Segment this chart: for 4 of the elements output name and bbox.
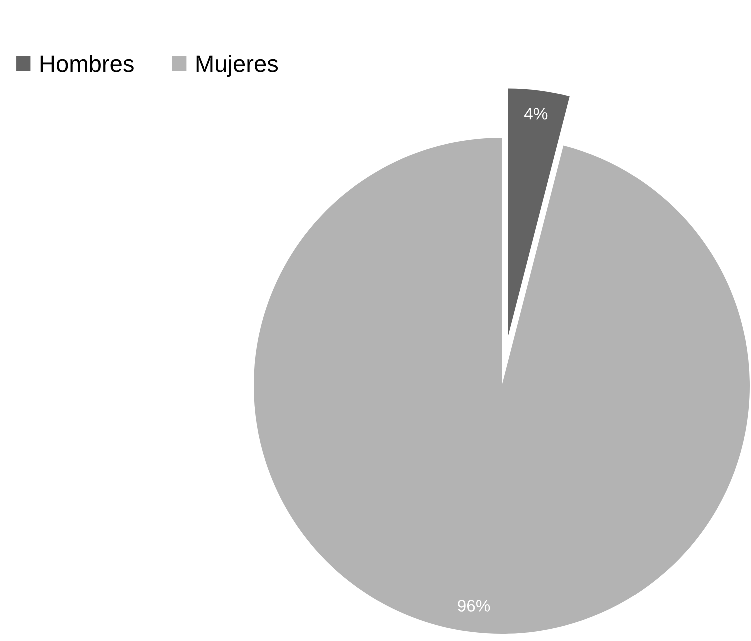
legend-label: Hombres [40, 54, 134, 72]
legend-label: Mujeres [196, 54, 278, 77]
data-label: 96% [458, 600, 490, 612]
data-label: 4% [524, 108, 548, 120]
